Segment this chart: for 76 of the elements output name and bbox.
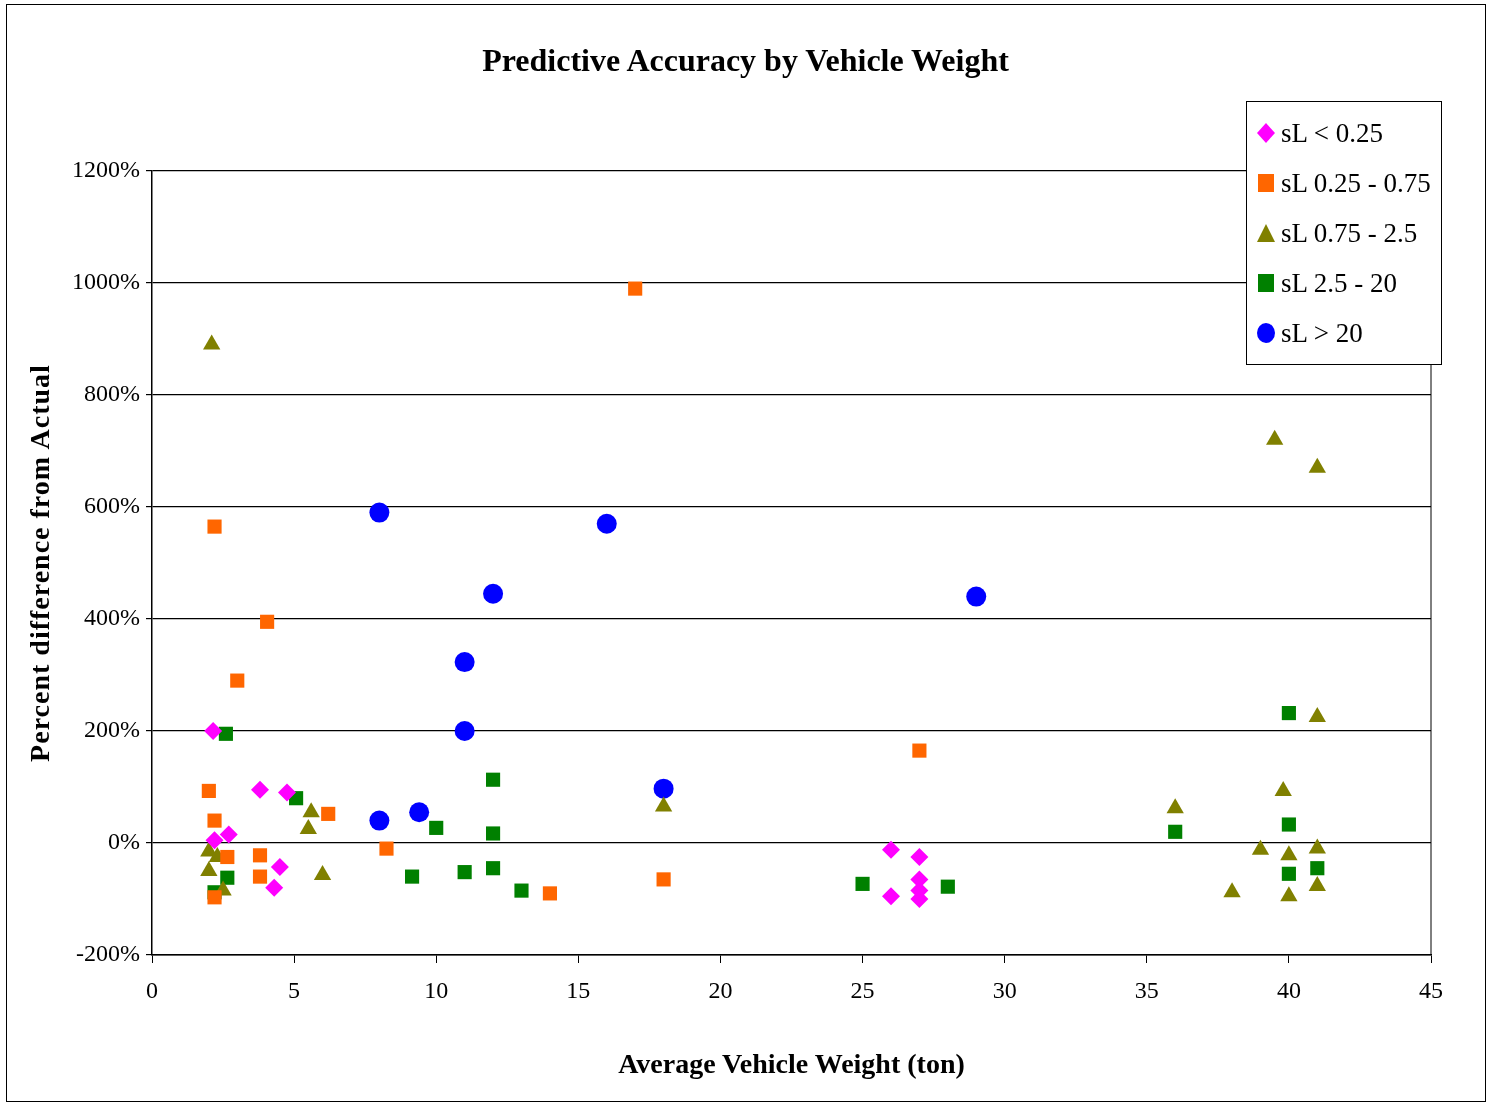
point xyxy=(220,870,235,885)
point xyxy=(653,778,674,799)
point xyxy=(252,869,268,884)
point xyxy=(940,879,955,894)
legend-label: sL 0.25 - 0.75 xyxy=(1281,167,1431,199)
point xyxy=(1168,824,1183,839)
point xyxy=(881,887,900,906)
point xyxy=(486,826,501,841)
point xyxy=(514,883,529,898)
point xyxy=(207,890,222,905)
point xyxy=(628,281,643,296)
point xyxy=(483,583,504,604)
point xyxy=(454,721,475,741)
point xyxy=(404,869,420,884)
point xyxy=(457,865,472,880)
point xyxy=(454,652,475,673)
point xyxy=(270,858,289,877)
point xyxy=(855,876,870,891)
point xyxy=(218,726,233,741)
y-tick-label: 600% xyxy=(84,492,140,519)
point xyxy=(265,878,284,897)
point xyxy=(321,806,336,821)
point xyxy=(205,831,224,850)
point xyxy=(1281,817,1296,832)
y-tick-label: 200% xyxy=(84,716,140,743)
point xyxy=(1310,861,1325,876)
point xyxy=(542,886,557,901)
x-tick-label: 35 xyxy=(1134,976,1159,1003)
x-tick-label: 20 xyxy=(708,976,733,1003)
legend-label: sL 0.75 - 2.5 xyxy=(1281,217,1418,249)
point xyxy=(1281,706,1296,721)
point xyxy=(252,848,268,863)
point xyxy=(486,861,501,876)
point xyxy=(966,586,987,607)
point xyxy=(881,840,900,859)
x-tick-label: 15 xyxy=(566,976,591,1003)
point xyxy=(409,802,430,823)
y-tick-label: 1200% xyxy=(72,156,140,183)
point xyxy=(656,872,671,887)
point xyxy=(220,849,235,865)
point xyxy=(251,780,269,799)
point xyxy=(910,848,929,866)
point xyxy=(260,614,275,629)
point xyxy=(912,743,927,758)
y-tick-label: 800% xyxy=(84,380,140,407)
legend-label: sL 2.5 - 20 xyxy=(1281,267,1397,299)
x-tick-label: 25 xyxy=(850,976,875,1003)
y-axis-title: Percent difference from Actual xyxy=(24,364,56,762)
point xyxy=(369,502,390,523)
legend-label: sL > 20 xyxy=(1281,317,1363,349)
point xyxy=(230,673,245,688)
x-tick-label: 0 xyxy=(146,976,158,1003)
legend-label: sL < 0.25 xyxy=(1281,117,1383,149)
point xyxy=(1281,866,1296,881)
point xyxy=(429,820,444,835)
point xyxy=(207,519,222,534)
point xyxy=(379,841,394,856)
y-tick-label: 400% xyxy=(84,604,140,631)
x-tick-label: 40 xyxy=(1276,976,1301,1003)
x-tick-label: 45 xyxy=(1419,976,1443,1003)
x-tick-label: 5 xyxy=(288,976,301,1003)
point xyxy=(201,783,216,798)
point xyxy=(278,783,297,802)
point xyxy=(204,722,223,740)
point xyxy=(219,825,238,844)
point xyxy=(486,772,501,787)
x-tick-label: 10 xyxy=(424,976,449,1003)
point xyxy=(596,513,617,534)
point xyxy=(207,813,222,828)
point xyxy=(369,810,390,831)
y-tick-label: 1000% xyxy=(72,268,140,295)
x-axis-title: Average Vehicle Weight (ton) xyxy=(617,1048,966,1080)
chart-title: Predictive Accuracy by Vehicle Weight xyxy=(481,42,1010,79)
x-tick-label: 30 xyxy=(992,976,1017,1003)
y-tick-label: 0% xyxy=(108,828,140,855)
y-tick-label: -200% xyxy=(76,940,141,967)
